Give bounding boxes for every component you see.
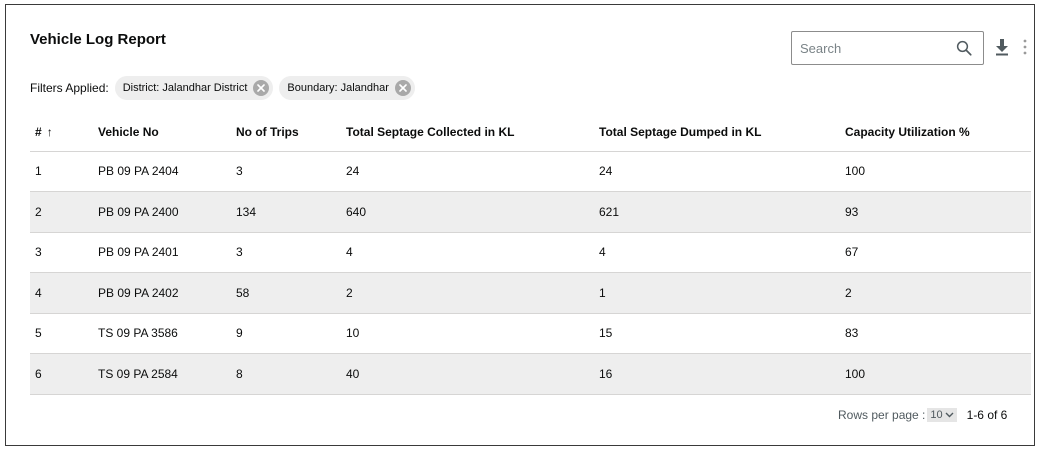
cell-index: 3 — [30, 232, 93, 273]
cell-dumped: 1 — [594, 272, 840, 314]
search-icon[interactable] — [955, 39, 973, 57]
search-box[interactable] — [791, 31, 984, 65]
cell-index: 2 — [30, 191, 93, 233]
cell-vehicle-no: PB 09 PA 2404 — [93, 151, 231, 192]
page-title: Vehicle Log Report — [30, 31, 166, 48]
table-row: 1 PB 09 PA 2404 3 24 24 100 — [30, 151, 1031, 192]
cell-vehicle-no: TS 09 PA 3586 — [93, 313, 231, 354]
cell-trips: 3 — [231, 232, 341, 273]
cell-index: 5 — [30, 313, 93, 354]
search-input[interactable] — [800, 32, 950, 64]
cell-dumped: 4 — [594, 232, 840, 273]
rows-per-page-label: Rows per page : — [838, 408, 926, 422]
cell-capacity: 93 — [840, 191, 1031, 233]
cell-collected: 640 — [341, 191, 594, 233]
filters-label: Filters Applied: — [30, 81, 109, 95]
cell-trips: 3 — [231, 151, 341, 192]
cell-collected: 4 — [341, 232, 594, 273]
filter-chip-label: Boundary: Jalandhar — [287, 82, 389, 94]
column-header-septage-dumped[interactable]: Total Septage Dumped in KL — [594, 113, 840, 152]
cell-vehicle-no: TS 09 PA 2584 — [93, 353, 231, 395]
cell-capacity: 100 — [840, 151, 1031, 192]
filter-chip-label: District: Jalandhar District — [122, 82, 248, 94]
rows-per-page-value: 10 — [930, 409, 943, 421]
cell-dumped: 15 — [594, 313, 840, 354]
cell-dumped: 16 — [594, 353, 840, 395]
cell-trips: 134 — [231, 191, 341, 233]
pagination-range: 1-6 of 6 — [966, 408, 1008, 422]
cell-collected: 24 — [341, 151, 594, 192]
cell-collected: 40 — [341, 353, 594, 395]
cell-capacity: 100 — [840, 353, 1031, 395]
cell-trips: 9 — [231, 313, 341, 354]
column-header-septage-collected[interactable]: Total Septage Collected in KL — [341, 113, 594, 152]
cell-index: 4 — [30, 272, 93, 314]
close-icon[interactable] — [394, 80, 411, 96]
cell-capacity: 2 — [840, 272, 1031, 314]
column-header-no-of-trips[interactable]: No of Trips — [231, 113, 341, 152]
vehicle-log-table: # ↑ Vehicle No No of Trips Total Septage … — [30, 113, 1031, 395]
cell-collected: 10 — [341, 313, 594, 354]
close-icon[interactable] — [253, 80, 270, 96]
cell-collected: 2 — [341, 272, 594, 314]
filters-bar: Filters Applied: District: Jalandhar Dis… — [30, 76, 421, 100]
table-row: 4 PB 09 PA 2402 58 2 1 2 — [30, 272, 1031, 314]
cell-vehicle-no: PB 09 PA 2402 — [93, 272, 231, 314]
filter-chip-boundary[interactable]: Boundary: Jalandhar — [279, 76, 415, 100]
filter-chip-district[interactable]: District: Jalandhar District — [114, 76, 274, 100]
sort-arrow-icon[interactable]: ↑ — [46, 124, 53, 139]
more-options-icon[interactable] — [1023, 39, 1027, 55]
rows-per-page-select[interactable]: 10 — [927, 408, 957, 422]
cell-trips: 8 — [231, 353, 341, 395]
table-row: 6 TS 09 PA 2584 8 40 16 100 — [30, 353, 1031, 395]
cell-vehicle-no: PB 09 PA 2400 — [93, 191, 231, 233]
cell-index: 1 — [30, 151, 93, 192]
column-header-capacity-utilization[interactable]: Capacity Utilization % — [840, 113, 1031, 152]
cell-capacity: 67 — [840, 232, 1031, 273]
table-row: 5 TS 09 PA 3586 9 10 15 83 — [30, 313, 1031, 354]
cell-capacity: 83 — [840, 313, 1031, 354]
cell-dumped: 621 — [594, 191, 840, 233]
cell-trips: 58 — [231, 272, 341, 314]
table-header-row: # ↑ Vehicle No No of Trips Total Septage … — [30, 113, 1031, 152]
column-header-vehicle-no[interactable]: Vehicle No — [93, 113, 231, 152]
chevron-down-icon — [945, 412, 954, 418]
cell-vehicle-no: PB 09 PA 2401 — [93, 232, 231, 273]
table-row: 3 PB 09 PA 2401 3 4 4 67 — [30, 232, 1031, 273]
table-row: 2 PB 09 PA 2400 134 640 621 93 — [30, 191, 1031, 233]
pagination: Rows per page : 10 1-6 of 6 — [838, 408, 1007, 422]
column-header-index[interactable]: # ↑ — [30, 113, 93, 152]
cell-dumped: 24 — [594, 151, 840, 192]
cell-index: 6 — [30, 353, 93, 395]
report-card: Vehicle Log Report Filters Applied: Dist… — [5, 4, 1035, 446]
download-icon[interactable] — [995, 38, 1009, 56]
